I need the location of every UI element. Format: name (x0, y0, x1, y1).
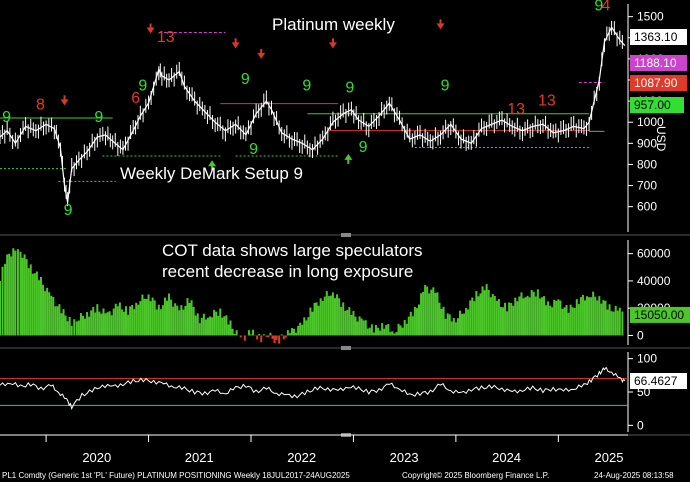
price-value-badge-label: 957.00 (634, 98, 671, 112)
demark-count: 9 (594, 0, 603, 14)
demark-count: 9 (138, 78, 147, 95)
rsi-value-badge-label: 66.4627 (634, 374, 678, 388)
cot-tick-label: 40000 (637, 274, 671, 288)
red-arrow-down-icon (257, 52, 266, 59)
price-tick-label: 800 (637, 157, 657, 171)
time-axis: 2020 2021 2022 2023 2024 2025 (0, 434, 628, 465)
footer-copyright: Copyright© 2025 Bloomberg Finance L.P. (402, 471, 549, 480)
price-value-badge-label: 1188.10 (634, 56, 677, 70)
cot-annotation-line2: recent decrease in long exposure (162, 262, 413, 281)
setup-label: Weekly DeMark Setup 9 (120, 164, 303, 183)
demark-count: 9 (302, 78, 311, 95)
price-panel: 6007008009001000110012001300140015009899… (0, 0, 690, 237)
red-arrow-down-icon (436, 23, 445, 30)
price-value-badge (630, 29, 687, 45)
cot-splitter-handle (341, 346, 351, 350)
price-value-badge (630, 75, 687, 91)
cot-annotation-line1: COT data shows large speculators (162, 241, 422, 260)
year-tick-label: 2024 (492, 450, 521, 465)
price-value-badge (630, 55, 687, 71)
red-arrow-down-icon (328, 42, 337, 49)
red-arrow-down-icon (231, 42, 240, 49)
price-value-badge (630, 97, 684, 113)
price-tick-label: 1500 (637, 10, 664, 24)
rsi-tick-label: 100 (637, 352, 657, 366)
year-tick-label: 2020 (82, 450, 111, 465)
rsi-value-badge (630, 373, 687, 390)
demark-count: 9 (64, 202, 73, 219)
year-tick-label: 2025 (595, 450, 624, 465)
price-tick-label: 600 (637, 200, 657, 214)
demark-count: 13 (538, 92, 556, 109)
price-tick-label: 900 (637, 136, 657, 150)
red-arrow-down-icon (146, 27, 155, 34)
demark-count: 9 (94, 109, 103, 126)
annotations: Platinum weekly Weekly DeMark Setup 9 CO… (120, 15, 422, 281)
cot-value-badge-label: 15050.00 (634, 308, 684, 322)
footer-timestamp: 24-Aug-2025 08:13:58 (594, 471, 674, 480)
cot-tick-label: 60000 (637, 247, 671, 261)
green-arrow-up-icon (344, 153, 353, 160)
year-tick-label: 2023 (390, 450, 419, 465)
demark-count: 9 (249, 141, 258, 158)
demark-count: 9 (241, 71, 250, 88)
price-tick-label: 1000 (637, 115, 664, 129)
footer: PL1 Comdty (Generic 1st 'PL' Future) PLA… (2, 471, 674, 480)
rsi-tick-label: 0 (637, 418, 644, 432)
price-value-badge-label: 1087.90 (634, 76, 678, 90)
currency-axis-label: USD (654, 126, 668, 152)
year-tick-label: 2021 (185, 450, 214, 465)
rsi-line (0, 366, 626, 411)
cot-tick-label: 0 (637, 328, 644, 342)
demark-count: 9 (2, 109, 11, 126)
demark-count: 6 (131, 90, 140, 107)
red-arrow-down-icon (60, 99, 69, 106)
demark-count: 13 (507, 101, 525, 118)
cot-panel: 020000400006000015050.00 (0, 240, 690, 350)
year-tick-label: 2022 (287, 450, 316, 465)
demark-count: 8 (36, 97, 45, 114)
price-tick-label: 700 (637, 179, 657, 193)
price-bars (0, 20, 623, 207)
demark-count: 9 (441, 78, 450, 95)
footer-security: PL1 Comdty (Generic 1st 'PL' Future) PLA… (2, 471, 350, 480)
demark-count: 9 (345, 80, 354, 97)
demark-count: 9 (359, 139, 368, 156)
demark-count: 13 (157, 29, 175, 46)
demark-count: 4 (601, 0, 610, 14)
price-value-badge-label: 1363.10 (634, 30, 678, 44)
chart-title: Platinum weekly (272, 15, 395, 34)
cot-value-badge (630, 306, 690, 323)
green-arrow-up-icon (208, 160, 217, 167)
price-splitter-handle (341, 233, 351, 237)
